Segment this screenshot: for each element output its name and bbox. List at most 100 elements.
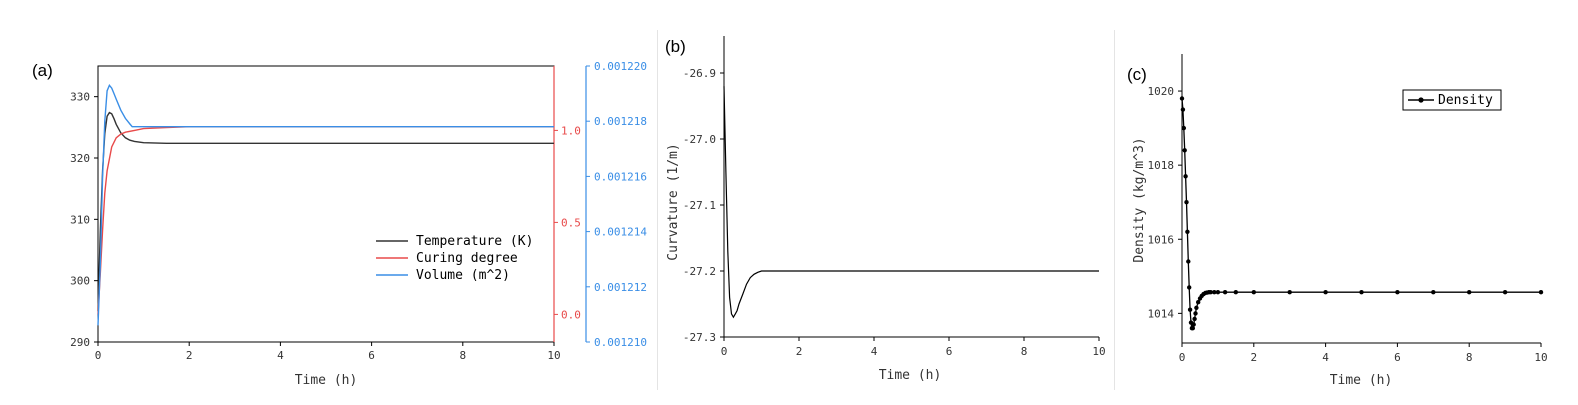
x-tick-label: 10 [1534, 351, 1547, 364]
panel-a-y-axis-volume: 0.001210 0.001212 0.001214 0.001216 0.001218… [586, 60, 647, 349]
data-point [1538, 290, 1544, 295]
y-tick-label: 1016 [1148, 233, 1175, 246]
y-tick-label: 1018 [1148, 159, 1175, 172]
x-tick-label: 8 [459, 349, 466, 362]
y-tick-label: 290 [70, 336, 90, 349]
data-point [1233, 290, 1239, 295]
legend-label-volume: Volume (m^2) [416, 268, 510, 283]
y-tick-label: -27.0 [683, 133, 716, 146]
series-line-curvature [723, 86, 1099, 319]
legend-label-density: Density [1438, 93, 1493, 108]
panel-b-label: (b) [665, 37, 686, 56]
data-point [1196, 300, 1201, 305]
y-tick-label: 320 [70, 152, 90, 165]
data-point [1215, 290, 1221, 295]
panel-separator [657, 30, 658, 390]
panel-c-x-axis: 0 2 4 6 8 10 [1179, 343, 1548, 364]
data-point [1467, 290, 1472, 295]
data-point [1179, 96, 1185, 101]
data-point [1183, 174, 1188, 179]
panel-c-y-axis-title: Density (kg/m^3) [1132, 137, 1147, 262]
data-point [1212, 290, 1217, 295]
series-line-volume [97, 83, 554, 326]
panel-a-plot-frame [97, 65, 555, 343]
panel-a-y-axis-left: 290 300 310 320 330 [70, 91, 98, 349]
legend-label-temperature: Temperature (K) [416, 234, 533, 249]
data-point [1187, 307, 1193, 312]
panel-a: (a) 0 2 4 6 8 10 290 300 310 320 330 0.0 0.5 1.0 0.… [32, 60, 647, 388]
panel-c-x-axis-title: Time (h) [1330, 373, 1393, 388]
y-tick-label: -27.3 [683, 331, 716, 344]
panel-a-legend: Temperature (K) Curing degree Volume (m^… [376, 234, 533, 283]
panel-a-y-axis-curing: 0.0 0.5 1.0 [554, 124, 581, 321]
x-tick-label: 10 [1092, 345, 1105, 358]
legend-label-curing-degree: Curing degree [416, 251, 518, 266]
x-tick-label: 6 [368, 349, 375, 362]
data-point [1190, 326, 1196, 331]
panel-c-y-axis: 1014 1016 1018 1020 [1148, 85, 1182, 320]
y-tick-label: 0.001210 [594, 336, 647, 349]
data-point [1194, 305, 1199, 310]
x-tick-label: 4 [1322, 351, 1329, 364]
data-point [1208, 290, 1213, 295]
panel-b-y-axis: -26.9 -27.0 -27.1 -27.2 -27.3 [683, 67, 724, 344]
x-tick-label: 6 [946, 345, 953, 358]
data-point [1185, 229, 1190, 234]
panel-separator [1114, 30, 1115, 390]
data-point [1187, 285, 1192, 290]
y-tick-label: 0.001212 [594, 281, 647, 294]
x-tick-label: 4 [871, 345, 878, 358]
y-tick-label: 1014 [1148, 307, 1175, 320]
legend-marker-density [1418, 97, 1424, 103]
data-point [1181, 125, 1187, 131]
data-point [1222, 290, 1228, 295]
y-tick-label: 330 [70, 91, 90, 104]
panel-b-x-axis: 0 2 4 6 8 10 [721, 337, 1106, 358]
data-point [1191, 322, 1196, 327]
data-point [1287, 290, 1292, 295]
y-tick-label: 310 [70, 213, 90, 226]
data-point [1180, 107, 1186, 112]
panel-b-x-axis-title: Time (h) [879, 368, 942, 383]
y-tick-label: -27.2 [683, 265, 716, 278]
data-point [1184, 200, 1189, 205]
panel-b-y-axis-title: Curvature (1/m) [666, 143, 681, 260]
panel-c: (c) 0 2 4 6 8 10 1014 1016 1018 1020 Time (h) De… [1127, 54, 1548, 388]
y-tick-label: 0.001214 [594, 226, 647, 239]
data-point [1182, 148, 1187, 153]
x-tick-label: 0 [95, 349, 102, 362]
series-line-curing-degree [97, 126, 554, 315]
x-tick-label: 2 [186, 349, 193, 362]
x-tick-label: 0 [1179, 351, 1186, 364]
data-point [1502, 290, 1508, 295]
panel-b: (b) 0 2 4 6 8 10 -26.9 -27.0 -27.1 -27.2 -27.3 Ti… [665, 36, 1106, 383]
data-point [1251, 290, 1257, 295]
y-tick-label: -27.1 [683, 199, 716, 212]
series-markers-density [1179, 96, 1544, 331]
y-tick-label: 300 [70, 275, 90, 288]
y-tick-label: 0.001218 [594, 115, 647, 128]
y-tick-label: 1020 [1148, 85, 1175, 98]
data-point [1193, 311, 1198, 316]
panel-a-label: (a) [32, 61, 53, 80]
panel-a-x-axis: 0 2 4 6 8 10 [95, 342, 561, 362]
panel-a-x-axis-title: Time (h) [295, 373, 358, 388]
x-tick-label: 8 [1466, 351, 1473, 364]
x-tick-label: 4 [277, 349, 284, 362]
data-point [1186, 259, 1191, 264]
panel-c-label: (c) [1127, 65, 1147, 84]
y-tick-label: 0.001220 [594, 60, 647, 73]
panel-c-legend: Density [1402, 89, 1502, 111]
x-tick-label: 8 [1021, 345, 1028, 358]
data-point [1323, 290, 1328, 295]
data-point [1192, 316, 1197, 322]
y-tick-label: 0.0 [561, 308, 581, 321]
series-line-temperature [97, 111, 554, 312]
x-tick-label: 0 [721, 345, 728, 358]
x-tick-label: 2 [796, 345, 803, 358]
x-tick-label: 10 [547, 349, 560, 362]
y-tick-label: 0.5 [561, 216, 581, 229]
data-point [1431, 290, 1436, 295]
y-tick-label: 1.0 [561, 124, 581, 137]
